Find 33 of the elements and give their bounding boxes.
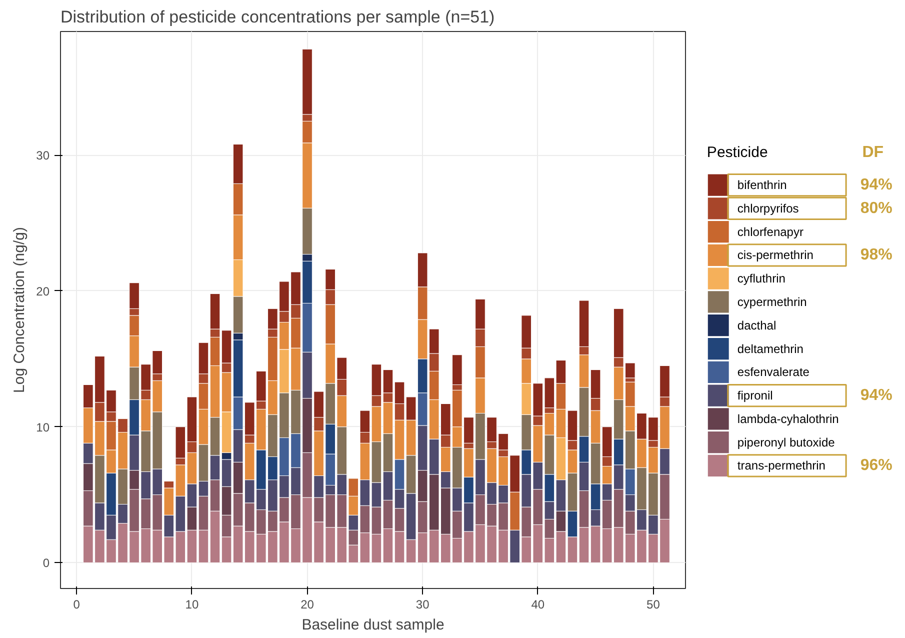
legend-label: piperonyl butoxide: [737, 435, 836, 450]
x-tick-label: 30: [416, 598, 430, 612]
text: 98%: [860, 246, 892, 264]
legend-label: esfenvalerate: [737, 365, 810, 380]
y-tick-label: 30: [36, 148, 50, 163]
x-tick-label: 10: [185, 598, 199, 612]
text: 80%: [860, 200, 892, 217]
legend-label: chlorfenapyr: [737, 224, 804, 239]
text: DF: [862, 144, 884, 162]
legend-label: deltamethrin: [737, 342, 804, 356]
y-tick-label: 20: [36, 284, 50, 298]
chart-title: Distribution of pesticide concentrations per sample (n=51): [60, 8, 495, 26]
y-tick-label: 10: [36, 420, 50, 434]
legend-title: Pesticide: [706, 144, 768, 162]
x-tick-label: 0: [73, 598, 80, 612]
legend-label: dacthal: [737, 318, 776, 332]
text: 96%: [860, 457, 892, 474]
legend-label: cis-permethrin: [737, 248, 814, 262]
legend-label: bifenthrin: [737, 178, 787, 192]
x-tick-label: 40: [531, 598, 545, 612]
legend-label: chlorpyrifos: [737, 201, 799, 216]
x-axis-title: Baseline dust sample: [302, 616, 444, 634]
text: 94%: [860, 176, 892, 194]
x-tick-label: 50: [646, 598, 660, 612]
legend-label: cypermethrin: [737, 294, 807, 309]
legend-label: fipronil: [737, 388, 773, 403]
legend-label: trans-permethrin: [737, 458, 826, 473]
y-tick-label: 0: [42, 556, 50, 570]
legend-label: cyfluthrin: [737, 272, 786, 286]
text: 94%: [860, 387, 892, 404]
x-tick-label: 20: [300, 598, 314, 612]
legend-label: lambda-cyhalothrin: [737, 412, 839, 426]
y-axis-title: Log Concentration (ng/g): [11, 227, 28, 393]
